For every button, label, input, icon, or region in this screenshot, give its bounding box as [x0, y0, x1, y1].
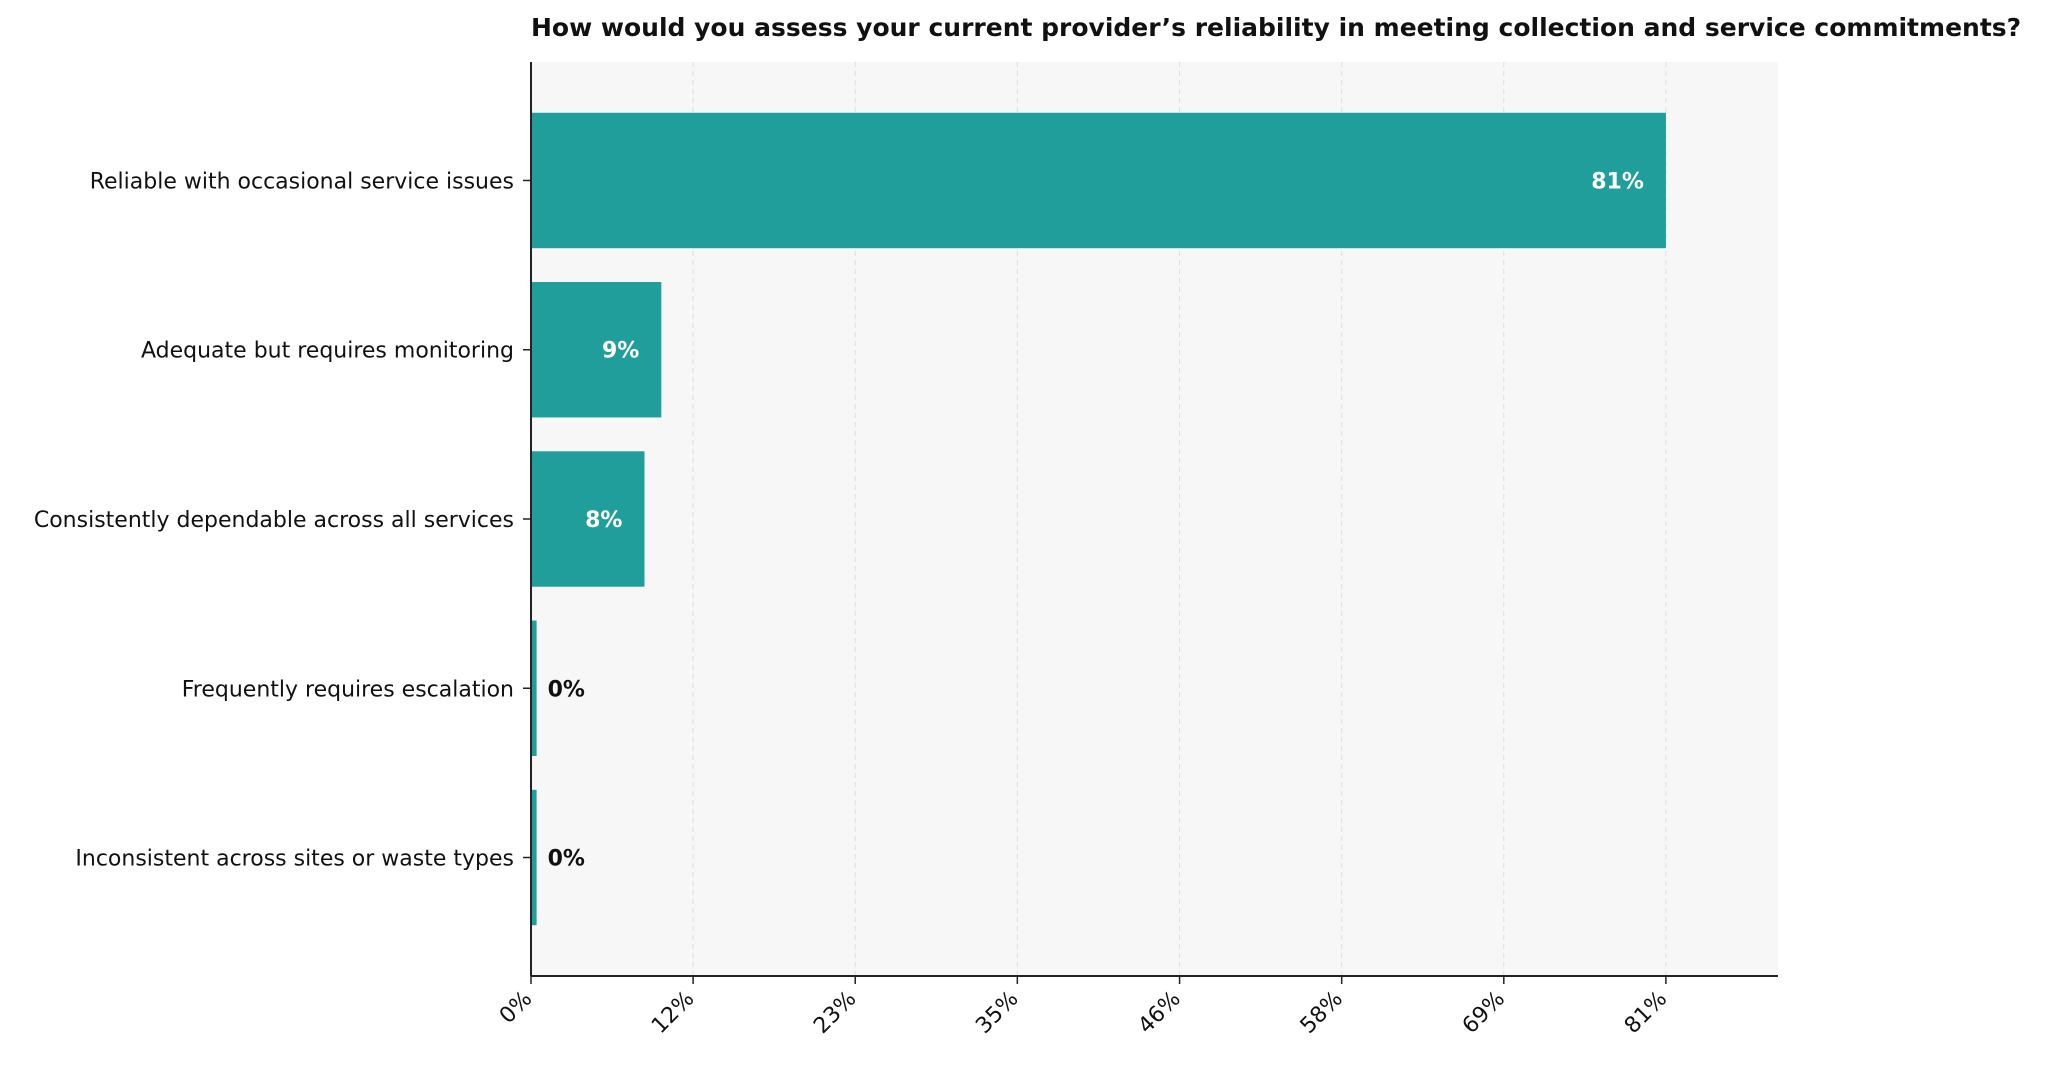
bar [531, 451, 645, 587]
value-label: 81% [1591, 169, 1644, 194]
value-label: 8% [585, 508, 622, 533]
category-labels: Reliable with occasional service issues A… [34, 169, 531, 872]
x-tick-label: 46% [1134, 987, 1186, 1039]
x-axis-ticks: 0% 12% 23% 35% 46% 58% 69% 81% [495, 976, 1672, 1039]
value-label: 9% [602, 339, 639, 364]
x-tick-label: 58% [1296, 987, 1348, 1039]
bar [531, 282, 662, 418]
category-label: Reliable with occasional service issues [90, 169, 514, 194]
value-label: 0% [548, 677, 585, 702]
category-label: Frequently requires escalation [182, 677, 514, 702]
bar [531, 620, 537, 756]
chart-title: How would you assess your current provid… [531, 13, 2021, 42]
x-tick-label: 12% [647, 987, 699, 1039]
bar [531, 789, 537, 926]
category-label: Consistently dependable across all servi… [34, 508, 514, 533]
value-labels: 81% 9% 8% 0% 0% [548, 169, 1644, 871]
bars [531, 112, 1666, 926]
x-tick-label: 0% [495, 987, 537, 1029]
category-label: Adequate but requires monitoring [141, 339, 514, 364]
value-label: 0% [548, 847, 585, 872]
category-label: Inconsistent across sites or waste types [75, 847, 514, 872]
x-tick-label: 35% [971, 987, 1023, 1039]
x-tick-label: 69% [1458, 987, 1510, 1039]
x-tick-label: 81% [1620, 987, 1672, 1039]
bar [531, 112, 1666, 249]
x-tick-label: 23% [809, 987, 861, 1039]
